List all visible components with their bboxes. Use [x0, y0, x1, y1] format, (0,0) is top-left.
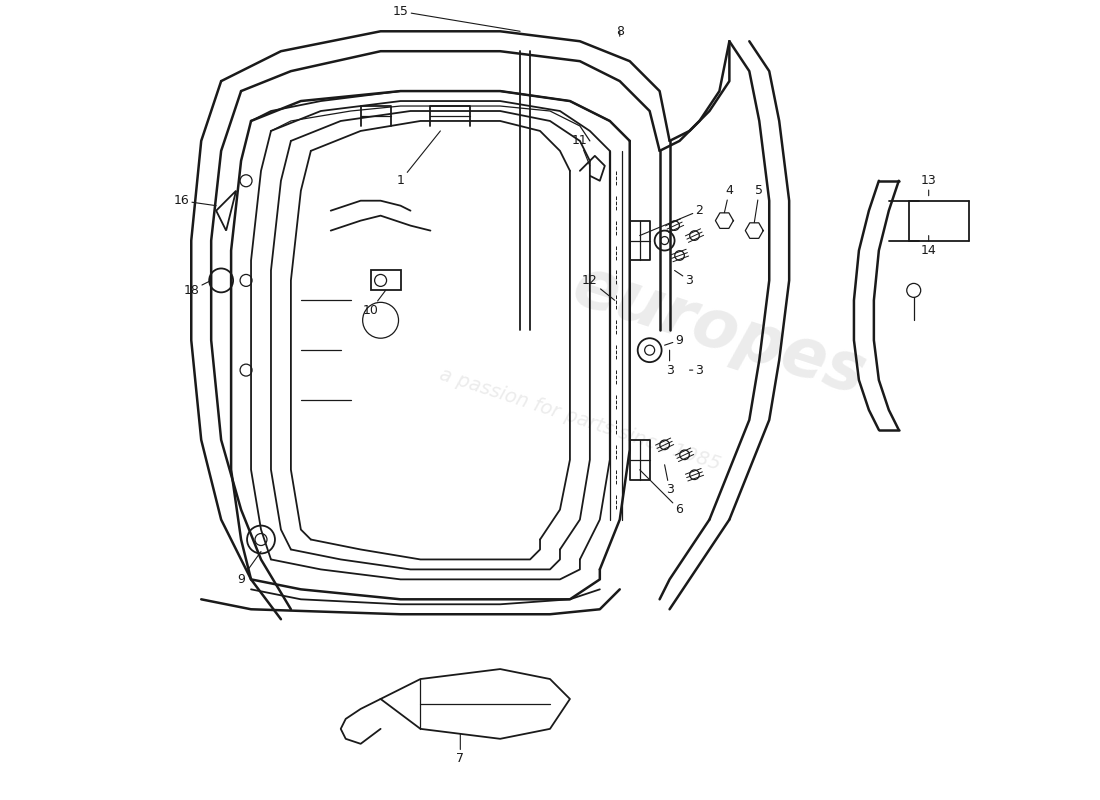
Text: europes: europes	[564, 252, 875, 409]
Text: 3: 3	[664, 465, 673, 496]
Text: 18: 18	[184, 281, 211, 297]
Text: 13: 13	[921, 174, 936, 196]
Text: 10: 10	[363, 290, 386, 317]
Text: 15: 15	[393, 5, 520, 31]
Text: 3: 3	[666, 350, 673, 377]
Text: 16: 16	[174, 194, 217, 207]
Text: a passion for parts since 1985: a passion for parts since 1985	[437, 366, 723, 474]
Text: 4: 4	[725, 184, 734, 213]
Text: 3: 3	[674, 270, 693, 287]
Text: 1: 1	[397, 131, 440, 187]
Text: 9: 9	[664, 334, 683, 346]
Text: 12: 12	[582, 274, 615, 300]
Text: 11: 11	[572, 134, 590, 166]
Text: 8: 8	[616, 25, 624, 38]
Text: 3: 3	[690, 364, 703, 377]
Text: 14: 14	[921, 235, 936, 257]
Text: 2: 2	[640, 204, 703, 235]
Text: 9: 9	[238, 551, 261, 586]
Text: 6: 6	[640, 470, 683, 516]
Text: 7: 7	[456, 734, 464, 766]
Text: 5: 5	[755, 184, 763, 222]
